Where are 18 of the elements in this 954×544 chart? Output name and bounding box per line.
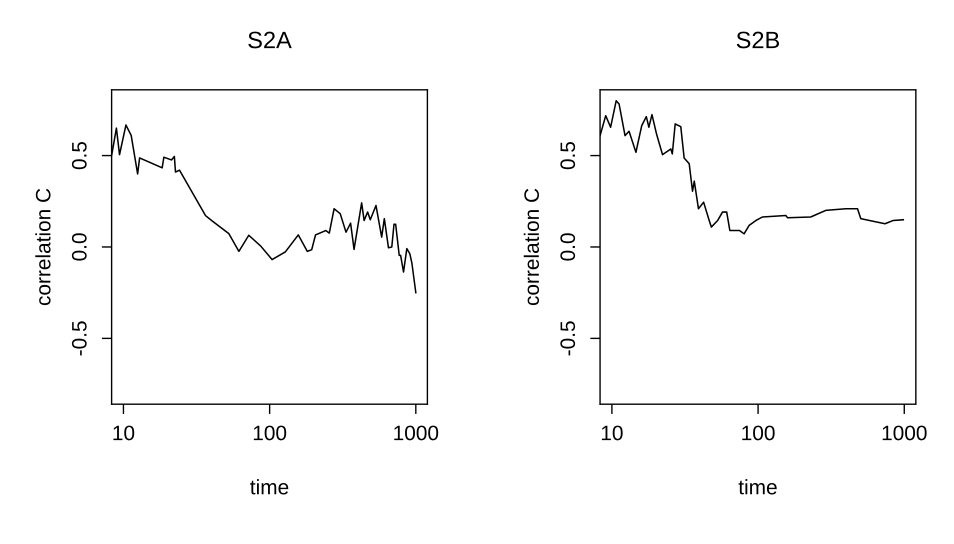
x-axis-title: time (738, 479, 777, 494)
chart-title: S2B (736, 32, 780, 48)
x-tick-label: 10 (602, 426, 623, 440)
y-tick-label: 0.5 (72, 142, 87, 170)
x-axis-title: time (250, 479, 288, 494)
y-tick-label: 0.5 (560, 142, 576, 170)
y-axis-title: correlation C (35, 188, 51, 306)
chart-title: S2A (248, 32, 292, 48)
x-tick-label: 1000 (882, 426, 927, 440)
y-axis-title: correlation C (524, 188, 540, 306)
x-tick-label: 100 (254, 426, 286, 440)
x-tick-label: 10 (113, 426, 134, 440)
x-tick-label: 100 (742, 426, 775, 440)
y-tick-label: -0.5 (560, 321, 576, 356)
y-tick-label: -0.5 (72, 321, 87, 356)
x-tick-label: 1000 (394, 426, 438, 440)
y-tick-label: 0.0 (560, 233, 576, 261)
y-tick-label: 0.0 (72, 233, 87, 261)
